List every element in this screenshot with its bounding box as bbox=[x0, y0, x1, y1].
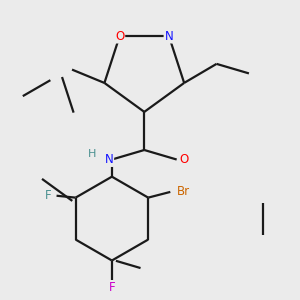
Text: F: F bbox=[45, 189, 52, 202]
Text: H: H bbox=[88, 149, 96, 159]
Text: O: O bbox=[179, 153, 188, 166]
Text: Br: Br bbox=[177, 185, 190, 198]
Text: F: F bbox=[109, 281, 115, 294]
Text: O: O bbox=[115, 30, 124, 43]
Text: N: N bbox=[164, 30, 173, 43]
Text: N: N bbox=[104, 153, 113, 166]
